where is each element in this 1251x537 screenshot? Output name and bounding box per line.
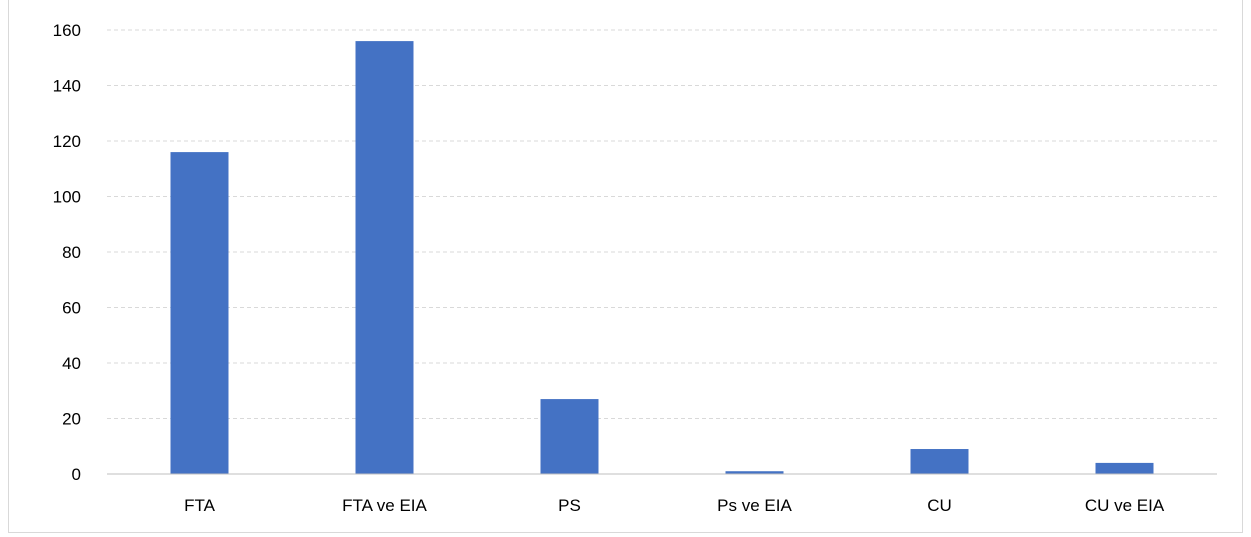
bar-cu-ve-eia	[1095, 462, 1154, 474]
y-tick-label: 60	[62, 299, 81, 318]
x-tick-label: CU ve EIA	[1085, 496, 1165, 515]
y-tick-label: 140	[53, 77, 81, 96]
chart-frame: 0 20 40 60 80 100 120 140 160 FTA FTA ve EIA PS Ps …	[8, 0, 1243, 533]
x-tick-label: FTA	[184, 496, 216, 515]
y-tick-label: 100	[53, 188, 81, 207]
y-tick-label: 160	[53, 21, 81, 40]
bar-fta	[170, 152, 229, 474]
x-tick-label: CU	[927, 496, 952, 515]
y-axis-tick-labels: 0 20 40 60 80 100 120 140 160	[53, 21, 81, 484]
y-tick-label: 80	[62, 243, 81, 262]
x-tick-label: Ps ve EIA	[717, 496, 792, 515]
gridlines	[107, 29, 1217, 419]
bar-ps	[540, 399, 599, 474]
y-tick-label: 120	[53, 132, 81, 151]
x-axis-tick-labels: FTA FTA ve EIA PS Ps ve EIA CU CU ve EIA	[184, 496, 1165, 515]
bar-ps-ve-eia	[725, 471, 784, 474]
y-tick-label: 20	[62, 410, 81, 429]
bar-cu	[910, 449, 969, 474]
bar-chart: 0 20 40 60 80 100 120 140 160 FTA FTA ve EIA PS Ps …	[53, 21, 1217, 515]
y-tick-label: 40	[62, 354, 81, 373]
bar-fta-ve-eia	[355, 41, 414, 474]
x-tick-label: PS	[558, 496, 581, 515]
x-tick-label: FTA ve EIA	[342, 496, 427, 515]
bars	[170, 41, 1154, 474]
y-tick-label: 0	[72, 465, 81, 484]
